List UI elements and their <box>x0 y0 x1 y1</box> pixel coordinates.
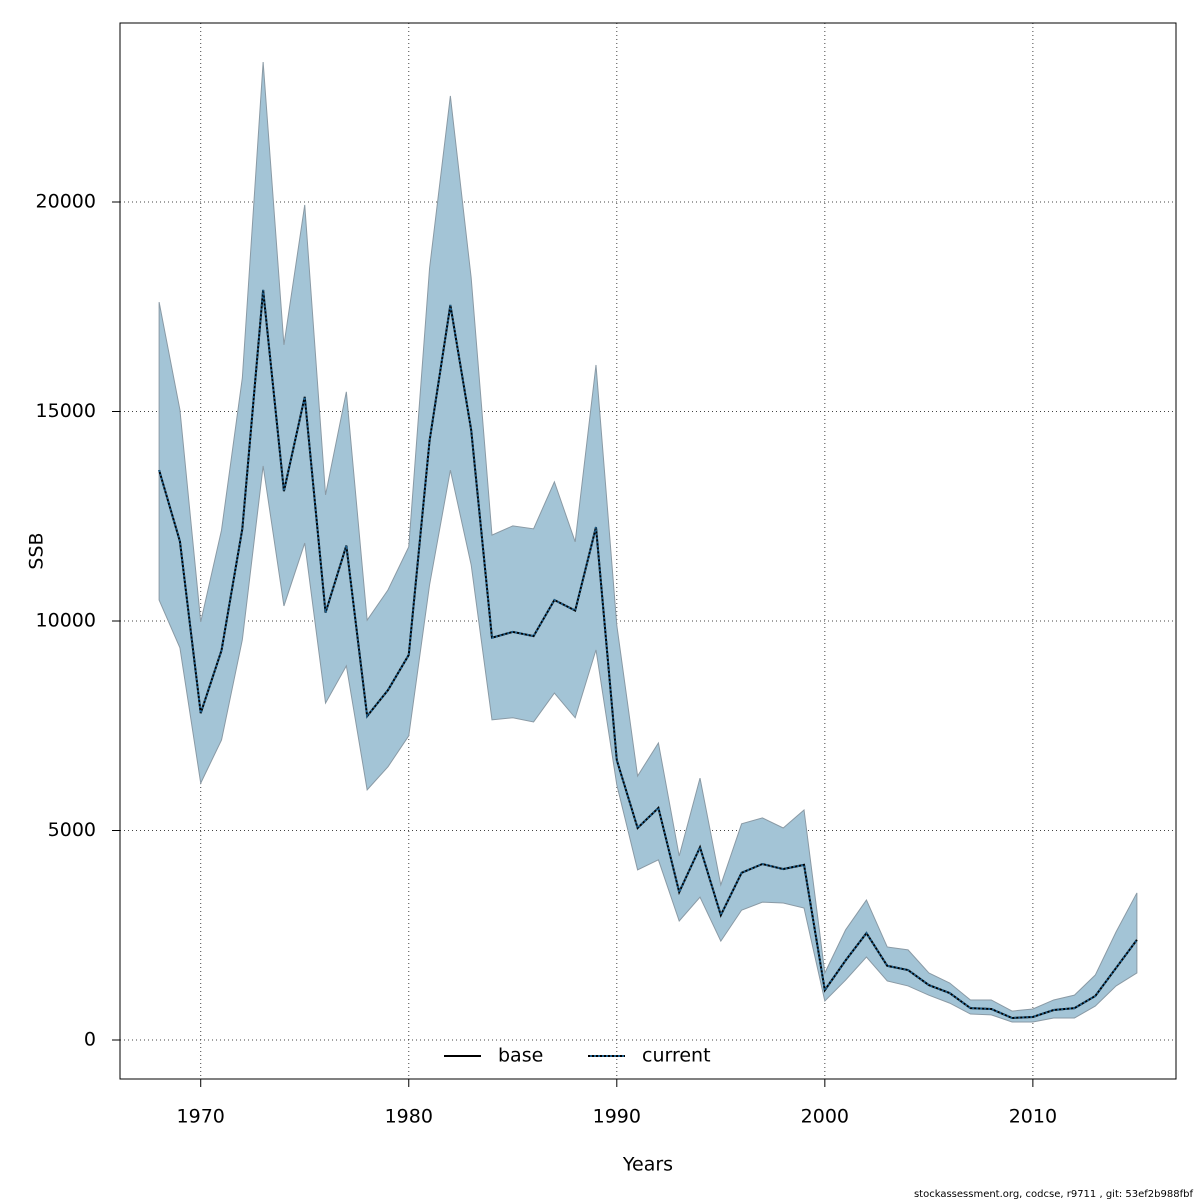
y-tick-label: 0 <box>84 1028 96 1050</box>
x-tick-label: 1970 <box>177 1106 225 1128</box>
footer: stockassessment.org, codcse, r9711 , git… <box>914 1189 1194 1200</box>
x-tick-label: 1980 <box>385 1106 433 1128</box>
legend-label: base <box>498 1045 543 1067</box>
x-tick-label: 2010 <box>1009 1106 1057 1128</box>
x-tick-label: 2000 <box>801 1106 849 1128</box>
plot-frame <box>119 22 1177 1080</box>
legend-label: current <box>642 1045 711 1067</box>
confidence-band <box>158 62 1138 1023</box>
y-tick-label: 10000 <box>36 609 96 631</box>
y-tick-label: 15000 <box>36 400 96 422</box>
x-axis-label: Years <box>622 1154 673 1176</box>
y-tick-label: 5000 <box>48 819 96 841</box>
y-axis-label: SSB <box>26 532 48 569</box>
series-line <box>158 289 1138 1020</box>
x-tick-label: 1990 <box>593 1106 641 1128</box>
y-tick-label: 20000 <box>36 190 96 212</box>
